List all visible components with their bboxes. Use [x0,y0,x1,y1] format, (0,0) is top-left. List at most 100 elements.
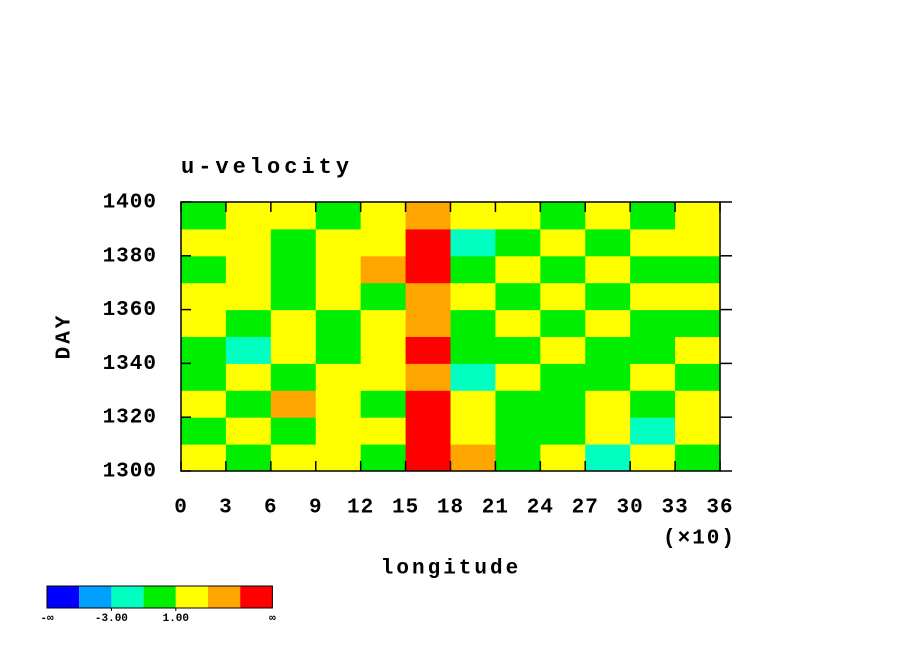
heat-cell [495,228,541,257]
y-tick-label: 1300 [103,461,157,484]
heat-cell [675,228,721,257]
heat-cell [450,363,496,391]
heat-cell [181,228,227,257]
colorbar-box [47,586,80,608]
colorbar-label: 1.00 [163,613,189,625]
chart-title: u-velocity [181,155,353,180]
heat-cell [675,363,721,391]
heat-cell [450,228,496,257]
heat-cell [225,282,272,311]
heat-cell [225,255,272,284]
colorbar-box [143,586,176,608]
y-axis-label: DAY [54,313,77,360]
heat-cell [630,444,676,472]
y-tick-label: 1360 [103,299,157,322]
heat-cell [225,390,272,418]
colorbar-box [240,586,273,608]
y-tick-label: 1380 [103,245,157,268]
x-tick-label: 36 [706,497,733,520]
heat-cell [315,363,362,391]
x-tick-label: 24 [527,497,554,520]
colorbar-label: ∞ [269,613,276,625]
heat-cell [360,282,407,311]
heat-cell [540,444,586,472]
heat-cell [630,202,676,230]
x-tick-label: 9 [309,497,323,520]
heat-cell [270,390,317,418]
heat-cell [450,255,496,284]
heat-cell [360,390,407,418]
heat-cell [630,336,676,364]
heat-cell [315,228,362,257]
heat-cell [495,390,541,418]
heat-cell [181,309,227,337]
heat-cell [405,363,451,391]
heat-cell [585,336,631,364]
heat-cell [270,255,317,284]
x-tick-label: 15 [392,497,419,520]
heat-cell [360,228,407,257]
heat-cell [360,202,407,230]
x-tick-label: 6 [264,497,278,520]
heat-cell [405,336,451,364]
heat-cell [181,336,227,364]
heat-cell [585,282,631,311]
heat-cell [630,390,676,418]
heat-cell [540,255,586,284]
heat-cell [450,417,496,445]
heat-cell [540,390,586,418]
heat-cell [181,444,227,472]
heat-cell [585,309,631,337]
heat-cell [405,309,451,337]
heat-cell [405,255,451,284]
heat-cell [405,444,451,472]
heat-cell [675,202,721,230]
colorbar-box [175,586,208,608]
heat-cell [315,202,362,230]
heat-cell [181,282,227,311]
heat-cell [405,417,451,445]
heat-cell [450,336,496,364]
heat-cell [315,309,362,337]
heat-cell [225,309,272,337]
heat-cell [450,444,496,472]
heat-cell [225,228,272,257]
heat-cell [540,417,586,445]
heat-cell [540,336,586,364]
heat-cell [540,282,586,311]
heat-cell [225,336,272,364]
heat-cell [495,255,541,284]
heat-cell [630,363,676,391]
heat-cell [270,417,317,445]
heat-cell [675,282,721,311]
heat-cell [585,417,631,445]
heat-cell [360,255,407,284]
heat-cell [405,390,451,418]
x-tick-label: 21 [482,497,509,520]
heat-cell [540,309,586,337]
heat-cell [540,363,586,391]
y-tick-label: 1320 [103,407,157,430]
heat-cell [675,336,721,364]
heat-cell [225,417,272,445]
x-multiplier: (×10) [663,528,736,551]
heat-cell [540,202,586,230]
heat-cell [181,363,227,391]
heat-cell [270,282,317,311]
heat-cell [450,202,496,230]
x-axis-label: longitude [381,558,521,581]
heat-cell [675,309,721,337]
heat-cell [450,309,496,337]
heat-cell [495,363,541,391]
colorbar-frame [46,585,273,609]
heat-cell [585,202,631,230]
heat-cell [270,444,317,472]
y-tick-label: 1400 [103,192,157,215]
heat-cell [315,336,362,364]
heat-cell [630,417,676,445]
heat-cell [225,444,272,472]
heat-cell [495,444,541,472]
heat-cell [675,444,721,472]
heat-cell [630,282,676,311]
x-tick-label: 30 [617,497,644,520]
